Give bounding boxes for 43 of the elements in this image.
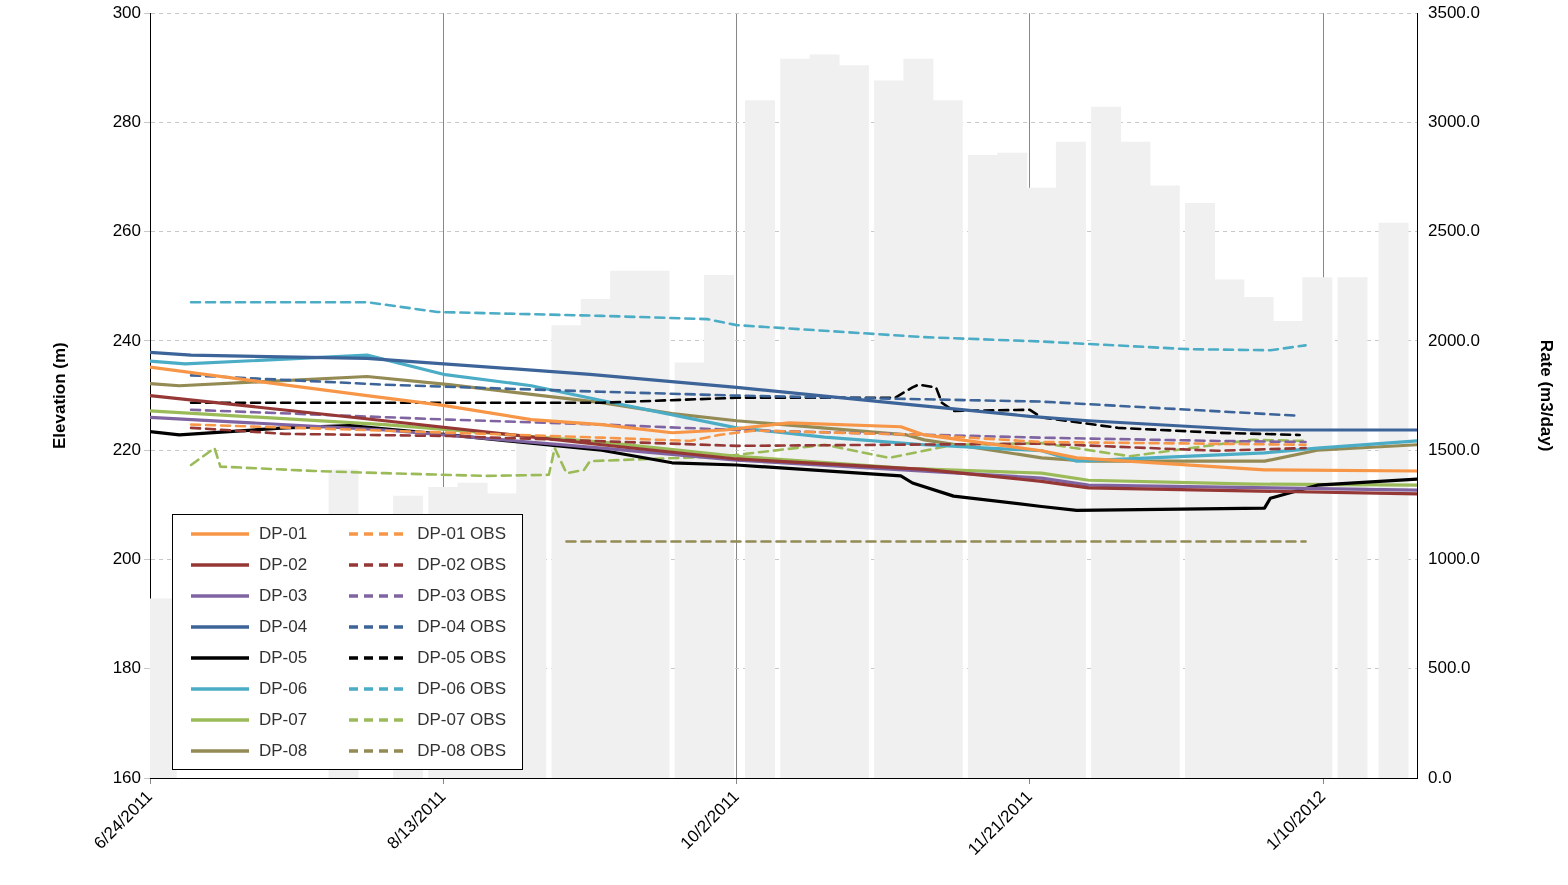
line-series bbox=[189, 300, 1307, 352]
line-series bbox=[189, 408, 1307, 444]
legend-label: DP-03 bbox=[259, 585, 308, 606]
y2-tick-label: 1000.0 bbox=[1428, 549, 1480, 569]
legend-label: DP-03 OBS bbox=[417, 585, 506, 606]
legend-label: DP-02 bbox=[259, 554, 308, 575]
y-tick-label: 280 bbox=[112, 112, 141, 132]
y2-tick-label: 3500.0 bbox=[1428, 2, 1480, 22]
y-tick-label: 220 bbox=[112, 439, 141, 459]
legend-label: DP-05 bbox=[259, 647, 308, 668]
y2-tick-label: 3000.0 bbox=[1428, 112, 1480, 132]
y2-tick-label: 1500.0 bbox=[1428, 439, 1480, 459]
legend-label: DP-01 OBS bbox=[417, 523, 506, 544]
bar bbox=[745, 100, 776, 778]
legend-label: DP-07 OBS bbox=[417, 709, 506, 730]
y2-axis-title: Rate (m3/day) bbox=[1537, 339, 1557, 452]
y-tick-label: 300 bbox=[112, 2, 141, 22]
y-axis-title: Elevation (m) bbox=[49, 342, 69, 449]
y2-tick-label: 500.0 bbox=[1428, 658, 1471, 678]
y-tick-label: 240 bbox=[112, 330, 141, 350]
legend-label: DP-07 bbox=[259, 709, 308, 730]
y-tick-label: 160 bbox=[112, 767, 141, 787]
legend-label: DP-08 OBS bbox=[417, 740, 506, 761]
legend-label: DP-08 bbox=[259, 740, 308, 761]
legend-label: DP-05 OBS bbox=[417, 647, 506, 668]
line-series bbox=[189, 426, 1307, 453]
line-series bbox=[189, 438, 1307, 478]
y2-tick-label: 2000.0 bbox=[1428, 330, 1480, 350]
line-series bbox=[189, 383, 1301, 437]
y2-tick-label: 2500.0 bbox=[1428, 221, 1480, 241]
bar bbox=[1337, 277, 1368, 778]
y2-tick-label: 0.0 bbox=[1428, 767, 1452, 787]
legend-label: DP-04 OBS bbox=[417, 616, 506, 637]
bar bbox=[1378, 222, 1409, 778]
legend-label: DP-02 OBS bbox=[417, 554, 506, 575]
legend-label: DP-04 bbox=[259, 616, 308, 637]
legend-label: DP-01 bbox=[259, 523, 308, 544]
y-tick-label: 260 bbox=[112, 221, 141, 241]
line-series bbox=[189, 423, 1307, 447]
legend-label: DP-06 OBS bbox=[417, 678, 506, 699]
y-tick-label: 200 bbox=[112, 549, 141, 569]
y-tick-label: 180 bbox=[112, 658, 141, 678]
legend-label: DP-06 bbox=[259, 678, 308, 699]
